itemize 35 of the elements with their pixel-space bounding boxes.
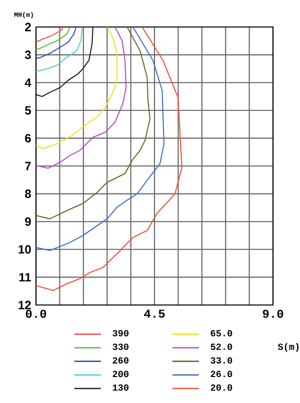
y-tick-label: 12 <box>18 300 31 310</box>
line-series <box>36 27 64 43</box>
y-tick-label: 5 <box>24 106 31 115</box>
line-series <box>36 27 83 72</box>
x-tick-label: 0.0 <box>26 310 46 318</box>
x-axis-title: S(m) <box>278 343 299 352</box>
line-series <box>36 27 118 150</box>
line-series <box>36 27 77 59</box>
line-series <box>36 27 165 252</box>
legend-label: 26.0 <box>210 370 232 378</box>
y-tick-label: 11 <box>19 273 31 282</box>
line-series <box>36 27 182 292</box>
y-tick-label: 3 <box>24 50 31 60</box>
y-tick-label: 10 <box>18 245 31 254</box>
legend-label: 33.0 <box>210 357 232 364</box>
y-tick-label: 8 <box>24 190 31 198</box>
legend-label: 200 <box>112 370 128 378</box>
legend-label: 130 <box>112 384 128 391</box>
y-tick-label: 7 <box>25 162 31 170</box>
line-series <box>36 27 71 50</box>
y-tick-label: 4 <box>24 78 32 87</box>
x-tick-label: 4.5 <box>144 310 165 318</box>
y-tick-label: 9 <box>25 217 31 226</box>
legend-label: 65.0 <box>210 330 232 336</box>
legend-label: 330 <box>112 344 128 350</box>
legend-label: 20.0 <box>210 384 232 391</box>
y-tick-label: 2 <box>25 22 31 32</box>
legend-label: 390 <box>112 330 128 336</box>
y-tick-label: 6 <box>25 134 31 142</box>
line-series <box>36 27 127 169</box>
legend-label: 260 <box>112 357 128 364</box>
x-tick-label: 9.0 <box>262 310 284 318</box>
legend-label: 52.0 <box>210 344 232 350</box>
line-series <box>36 27 151 220</box>
line-series <box>36 27 94 98</box>
